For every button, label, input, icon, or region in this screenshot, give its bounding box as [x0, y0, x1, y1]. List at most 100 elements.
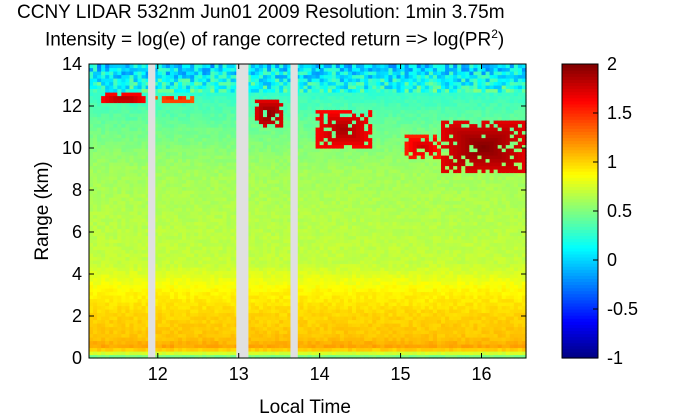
heatmap-cell: [129, 218, 135, 223]
heatmap-cell: [194, 288, 199, 293]
heatmap-cell: [323, 323, 329, 328]
heatmap-cell: [307, 274, 313, 279]
heatmap-cell: [93, 281, 98, 286]
heatmap-cell: [258, 281, 264, 286]
heatmap-cell: [198, 88, 203, 93]
heatmap-cell: [121, 312, 127, 317]
heatmap-cell: [323, 270, 329, 275]
heatmap-cell: [210, 242, 216, 247]
heatmap-cell: [315, 151, 321, 156]
heatmap-cell: [137, 120, 143, 125]
heatmap-cell: [101, 274, 106, 279]
heatmap-cell: [186, 183, 191, 188]
heatmap-cell: [279, 176, 284, 181]
heatmap-cell: [206, 295, 211, 300]
heatmap-cell: [222, 130, 228, 135]
heatmap-cell: [307, 169, 313, 174]
heatmap-cell: [271, 74, 276, 79]
heatmap-cell: [129, 347, 135, 352]
heatmap-cell: [307, 305, 313, 310]
heatmap-cell: [254, 130, 260, 135]
heatmap-cell: [206, 85, 211, 90]
heatmap-cell: [299, 302, 305, 307]
heatmap-cell: [267, 344, 272, 349]
heatmap-cell: [246, 183, 252, 188]
heatmap-cell: [165, 344, 171, 349]
heatmap-cell: [315, 253, 321, 258]
heatmap-cell: [222, 74, 228, 79]
heatmap-cell: [267, 99, 272, 104]
heatmap-cell: [279, 330, 284, 335]
heatmap-cell: [267, 176, 272, 181]
heatmap-cell: [307, 295, 313, 300]
heatmap-cell: [262, 176, 268, 181]
heatmap-cell: [319, 71, 325, 76]
heatmap-cell: [117, 277, 122, 282]
heatmap-cell: [117, 190, 122, 195]
heatmap-cell: [161, 113, 167, 118]
heatmap-cell: [190, 186, 195, 191]
heatmap-cell: [93, 190, 98, 195]
heatmap-cell: [202, 326, 207, 331]
heatmap-cell: [161, 106, 167, 111]
heatmap-cell: [279, 211, 284, 216]
heatmap-cell: [214, 344, 220, 349]
heatmap-cell: [169, 162, 175, 167]
heatmap-cell: [271, 207, 276, 212]
heatmap-cell: [218, 137, 224, 142]
heatmap-cell: [186, 92, 191, 97]
heatmap-cell: [319, 197, 325, 202]
heatmap-cell: [145, 141, 151, 146]
heatmap-cell: [202, 113, 207, 118]
heatmap-cell: [250, 207, 256, 212]
heatmap-cell: [161, 249, 167, 254]
heatmap-cell: [178, 284, 183, 289]
heatmap-cell: [246, 193, 252, 198]
heatmap-cell: [190, 225, 195, 230]
heatmap-cell: [109, 179, 114, 184]
heatmap-cell: [125, 165, 131, 170]
heatmap-cell: [214, 81, 220, 86]
heatmap-cell: [311, 102, 317, 107]
heatmap-cell: [311, 176, 317, 181]
heatmap-cell: [287, 193, 292, 198]
heatmap-cell: [182, 85, 187, 90]
heatmap-cell: [101, 134, 106, 139]
heatmap-cell: [254, 354, 260, 359]
heatmap-cell: [303, 232, 309, 237]
heatmap-cell: [173, 249, 179, 254]
heatmap-cell: [254, 340, 260, 345]
heatmap-cell: [145, 281, 151, 286]
heatmap-cell: [214, 277, 220, 282]
heatmap-cell: [206, 344, 211, 349]
heatmap-cell: [267, 130, 272, 135]
heatmap-cell: [198, 200, 203, 205]
heatmap-cell: [323, 204, 329, 209]
heatmap-cell: [279, 137, 284, 142]
heatmap-cell: [97, 295, 102, 300]
heatmap-cell: [214, 127, 220, 132]
heatmap-cell: [157, 239, 163, 244]
heatmap-cell: [254, 312, 260, 317]
heatmap-cell: [93, 158, 98, 163]
heatmap-cell: [206, 92, 211, 97]
heatmap-cell: [303, 305, 309, 310]
heatmap-cell: [279, 193, 284, 198]
heatmap-cell: [250, 260, 256, 265]
heatmap-cell: [271, 71, 276, 76]
heatmap-cell: [113, 347, 118, 352]
heatmap-cell: [113, 270, 118, 275]
heatmap-cell: [206, 172, 211, 177]
heatmap-cell: [279, 186, 284, 191]
heatmap-cell: [173, 316, 179, 321]
heatmap-cell: [283, 127, 288, 132]
heatmap-cell: [319, 260, 325, 265]
heatmap-cell: [226, 298, 232, 303]
heatmap-cell: [214, 158, 220, 163]
heatmap-cell: [319, 169, 325, 174]
heatmap-cell: [182, 127, 187, 132]
heatmap-cell: [271, 155, 276, 160]
heatmap-cell: [323, 274, 329, 279]
heatmap-cell: [125, 85, 131, 90]
heatmap-cell: [97, 281, 102, 286]
